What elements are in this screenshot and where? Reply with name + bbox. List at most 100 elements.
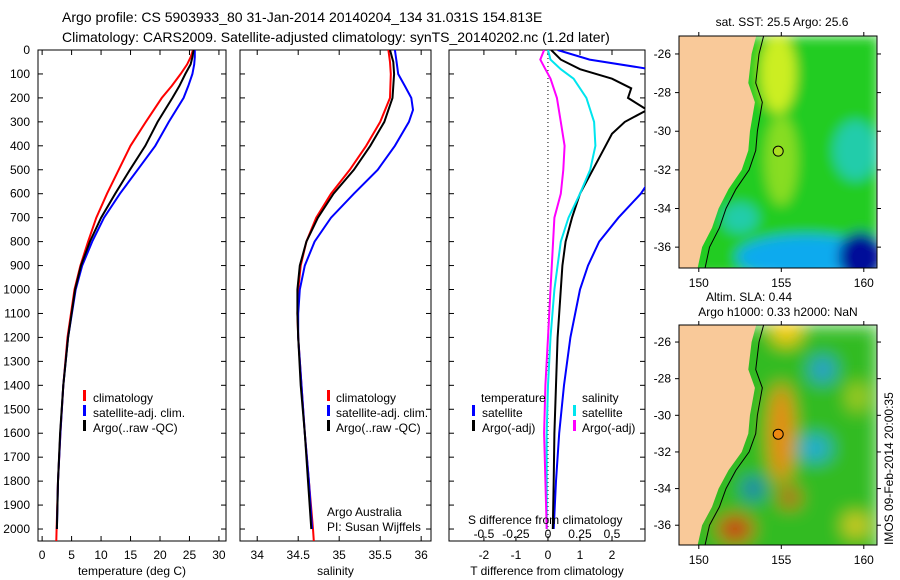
x-tick-label: -1 [511, 548, 522, 562]
depth-tick-label: 900 [10, 259, 30, 273]
lat-tick-label: -32 [654, 445, 672, 459]
depth-tick-label: 100 [10, 67, 30, 81]
lat-tick-label: -26 [654, 47, 672, 61]
depth-tick-label: 2000 [3, 522, 30, 536]
lon-tick-label: 155 [771, 276, 791, 290]
depth-tick-label: 1900 [3, 498, 30, 512]
series-line-salinity-satellite [545, 50, 597, 529]
s-diff-tick-label: -0.25 [502, 527, 530, 541]
sst-map: 150 155 160 -26 -28 -30 -32 -34 -36 [654, 32, 881, 290]
title-line1: Argo profile: CS 5903933_80 31-Jan-2014 … [62, 9, 542, 25]
series-line-temperature-satellite [552, 50, 645, 530]
difference-panel: -2 -1 0 1 2 T difference from climatology -0.5… [448, 49, 646, 578]
x-axis-label: T difference from climatology [470, 564, 624, 578]
legend-header-salinity: salinity [582, 391, 619, 405]
depth-tick-label: 0 [23, 43, 30, 57]
temperature-panel: 0 5 10 15 20 25 30 temperature (deg C) [37, 49, 227, 578]
lat-tick-label: -32 [654, 163, 672, 177]
depth-tick-label: 1600 [3, 426, 30, 440]
legend-swatch-s-satellite [573, 405, 576, 416]
x-tick-label: 25 [183, 548, 197, 562]
x-tick-label: 15 [124, 548, 138, 562]
s-diff-tick-label: 0.5 [604, 527, 621, 541]
x-tick-label: 10 [94, 548, 108, 562]
difference-legend: temperature salinity satellite Argo(-adj… [468, 391, 635, 527]
map-frame [678, 35, 878, 269]
isobath-contour [704, 325, 765, 545]
lon-tick-label: 150 [689, 276, 709, 290]
plot-frame [37, 49, 227, 542]
legend-label: climatology [336, 391, 396, 405]
legend-swatch-satellite [327, 405, 330, 416]
legend-label: climatology [93, 391, 153, 405]
lat-tick-label: -36 [654, 240, 672, 254]
x-tick-label: 34 [251, 548, 265, 562]
x-tick-label: 35.5 [368, 548, 392, 562]
x-tick-label: 34.5 [287, 548, 311, 562]
x-tick-label: 35 [333, 548, 347, 562]
x-tick-label: 1 [577, 548, 584, 562]
legend-label: satellite [482, 406, 523, 420]
land-mass [679, 36, 757, 268]
depth-tick-label: 1500 [3, 402, 30, 416]
sla-map-title2: Argo h1000: 0.33 h2000: NaN [698, 305, 857, 319]
s-diff-tick-label: 0 [545, 527, 552, 541]
lon-tick-label: 160 [854, 276, 874, 290]
x-tick-label: 30 [212, 548, 226, 562]
depth-tick-label: 1400 [3, 378, 30, 392]
x-tick-label: -2 [479, 548, 490, 562]
depth-tick-label: 700 [10, 211, 30, 225]
legend-label: satellite-adj. clim. [336, 406, 428, 420]
map-frame [678, 324, 878, 546]
legend-swatch-t-satellite [472, 405, 475, 416]
lat-tick-label: -26 [654, 335, 672, 349]
series-line-argo-raw-qc- [296, 50, 396, 530]
x-tick-label: 36 [414, 548, 428, 562]
legend-label: Argo(-adj) [482, 421, 535, 435]
sla-map: 150 155 160 -26 -28 -30 -32 -34 -36 [654, 321, 881, 567]
legend-swatch-climatology [327, 390, 330, 401]
lat-tick-label: -28 [654, 86, 672, 100]
legend-swatch-climatology [83, 390, 86, 401]
series-line-argo-raw-qc- [55, 50, 195, 530]
lat-tick-label: -30 [654, 408, 672, 422]
depth-tick-label: 1200 [3, 330, 30, 344]
legend-swatch-s-argo [573, 420, 576, 431]
depth-tick-label: 1100 [4, 306, 30, 320]
depth-tick-label: 1700 [3, 450, 30, 464]
float-position-marker [772, 145, 784, 157]
plot-frame [239, 49, 432, 542]
salinity-legend: climatology satellite-adj. clim. Argo(..… [327, 390, 428, 534]
s-diff-tick-label: -0.5 [474, 527, 495, 541]
sst-map-title: sat. SST: 25.5 Argo: 25.6 [716, 15, 849, 29]
temperature-legend: climatology satellite-adj. clim. Argo(..… [83, 390, 185, 435]
depth-tick-label: 1300 [3, 354, 30, 368]
float-position-marker [772, 428, 784, 440]
depth-tick-label: 1000 [3, 283, 30, 297]
depth-tick-label: 600 [10, 187, 30, 201]
x-tick-label: 0 [39, 548, 46, 562]
sla-map-title1: Altim. SLA: 0.44 [706, 290, 792, 304]
legend-label: Argo(..raw -QC) [336, 421, 421, 435]
s-diff-tick-label: 0.25 [568, 527, 592, 541]
legend-header-temperature: temperature [481, 391, 546, 405]
lat-tick-label: -34 [654, 482, 672, 496]
lat-tick-label: -36 [654, 518, 672, 532]
x-tick-label: 0 [545, 548, 552, 562]
legend-swatch-argo [83, 420, 86, 431]
series-line-salinity-argo-adj- [539, 50, 566, 530]
annotation-pi: PI: Susan Wijffels [327, 520, 421, 534]
legend-label: Argo(-adj) [582, 421, 635, 435]
legend-swatch-satellite [83, 405, 86, 416]
lat-tick-label: -28 [654, 372, 672, 386]
depth-axis: 0 100 200 300 400 500 600 700 800 900 1000 1100 1200… [3, 43, 30, 536]
depth-tick-label: 800 [10, 235, 30, 249]
lon-tick-label: 155 [771, 553, 791, 567]
depth-tick-label: 1800 [3, 474, 30, 488]
lon-tick-label: 160 [854, 553, 874, 567]
depth-tick-label: 400 [10, 139, 30, 153]
depth-tick-label: 500 [10, 163, 30, 177]
series-line-temperature-argo-adj- [550, 50, 645, 530]
legend-label: Argo(..raw -QC) [93, 421, 178, 435]
